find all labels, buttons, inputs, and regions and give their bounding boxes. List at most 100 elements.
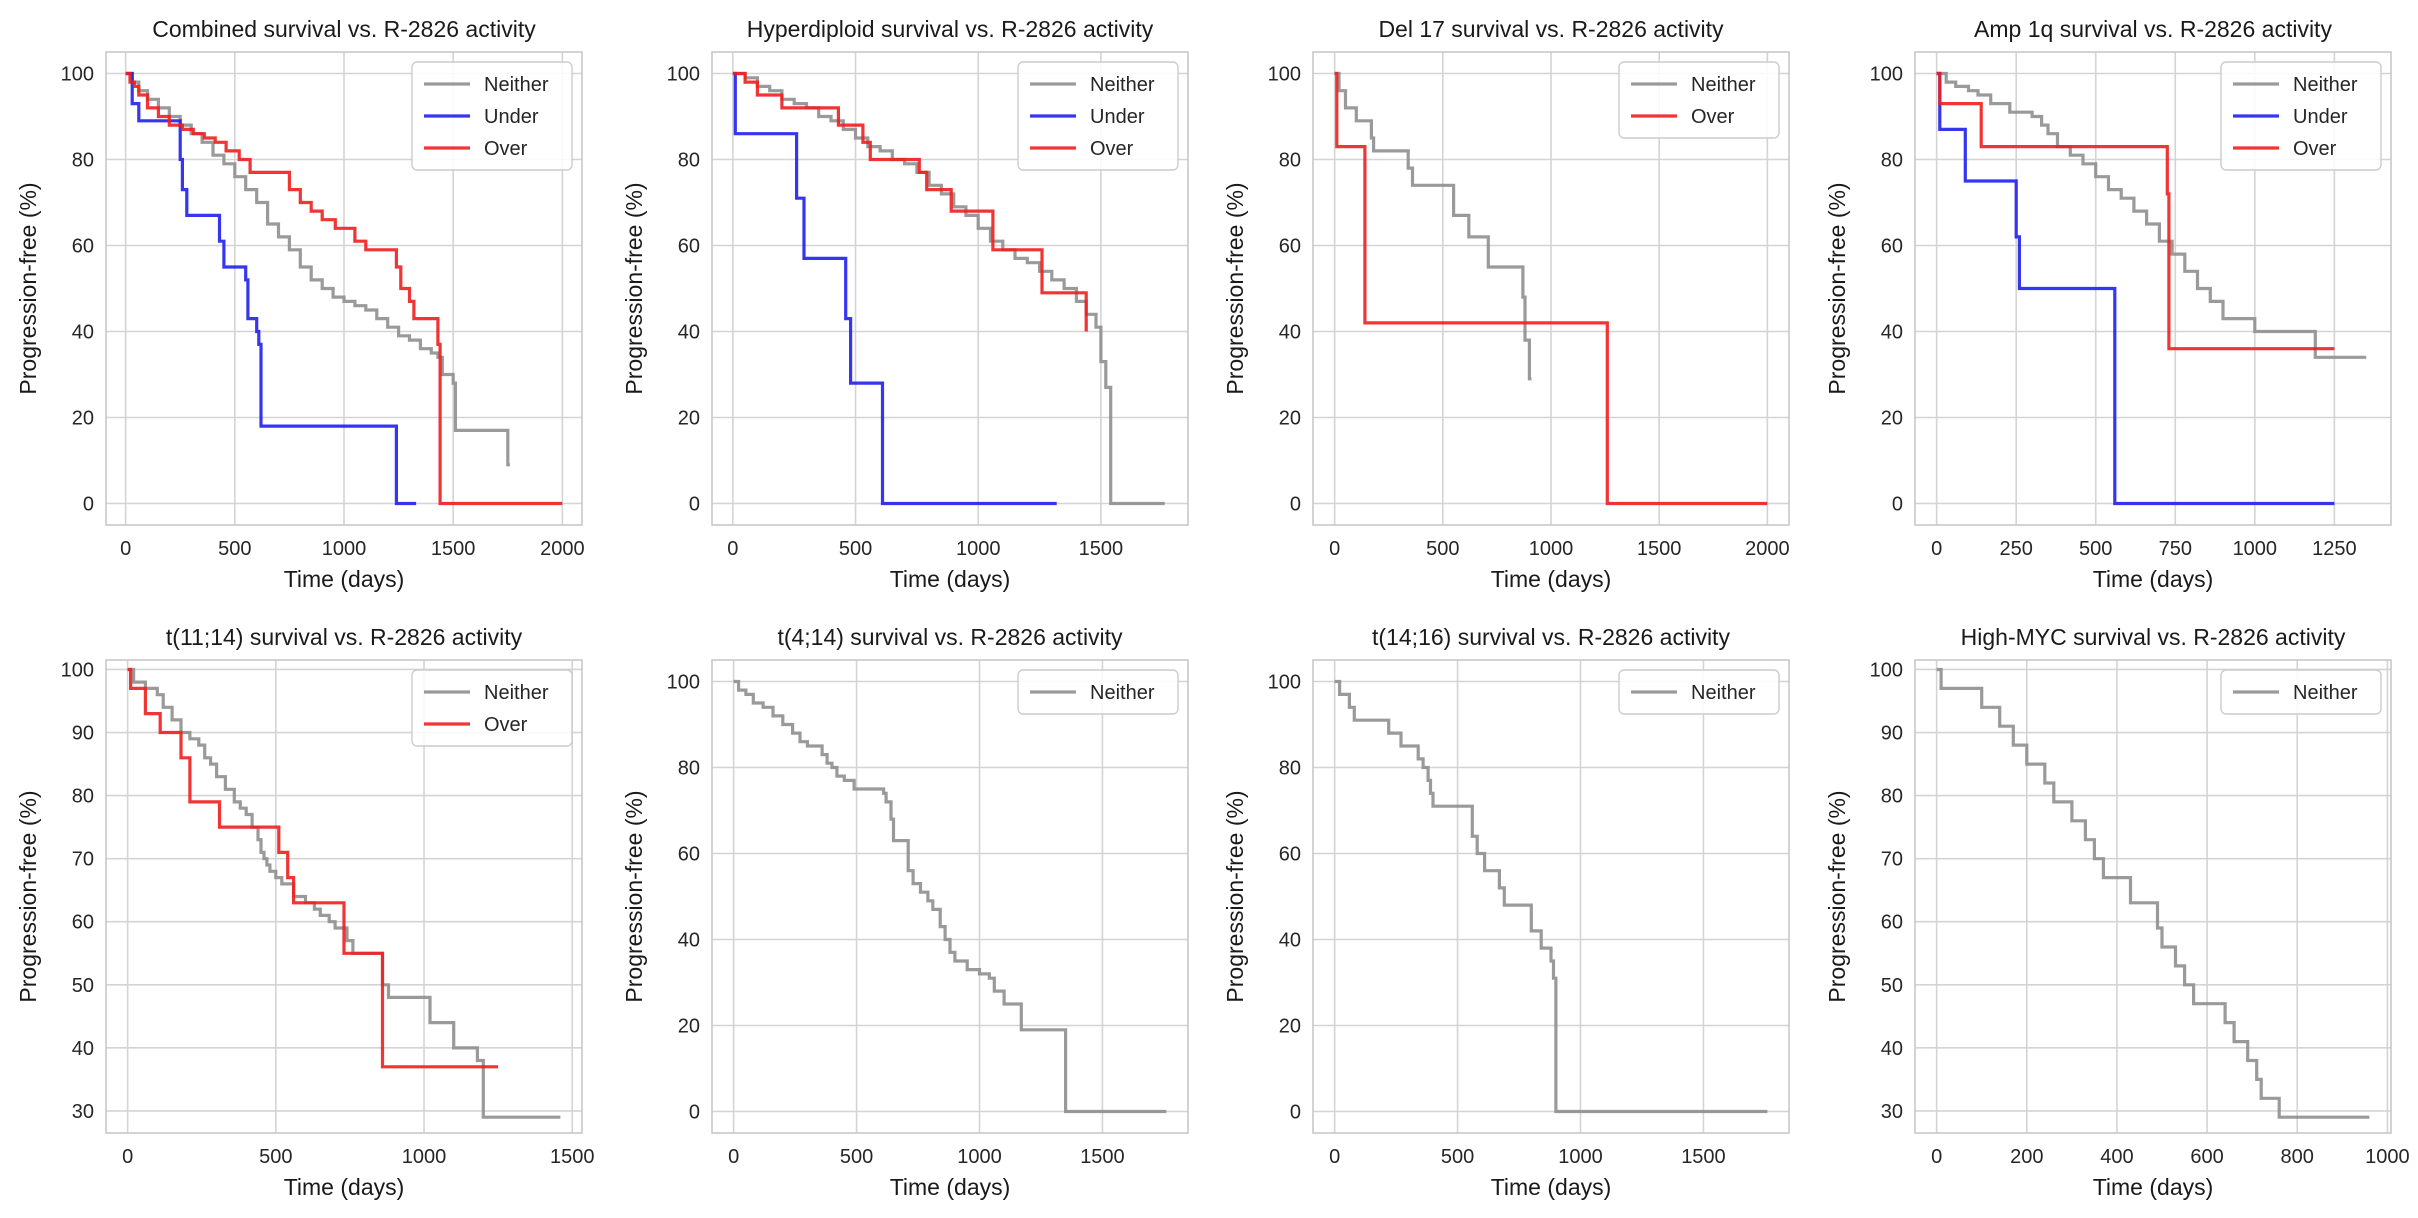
y-tick-label: 20 (678, 408, 700, 430)
subplot-6: 0 500 1000 1500 0 20 40 60 80 100 t(4;14) survival… (621, 624, 1189, 1200)
x-tick-label: 0 (1329, 538, 1340, 560)
x-tick-label: 1500 (1681, 1146, 1726, 1168)
y-tick-label: 60 (1881, 912, 1903, 934)
legend-label-under: Under (1090, 106, 1145, 128)
y-tick-label: 0 (83, 494, 94, 516)
x-tick-label: 0 (1931, 1146, 1942, 1168)
subplot-5: 0 500 1000 1500 30 40 50 60 70 80 90 100 t(11;14) su… (15, 624, 594, 1200)
legend: Neither (1618, 669, 1780, 715)
legend: Neither (2220, 669, 2382, 715)
x-tick-label: 1000 (322, 538, 367, 560)
series-neither-line (733, 679, 1167, 1114)
x-tick-label: 2000 (1745, 538, 1790, 560)
axes-frame (711, 51, 1189, 526)
y-tick-label: 80 (1881, 150, 1903, 172)
legend-label-over: Over (2293, 138, 2337, 160)
legend: Neither Under Over (1017, 61, 1179, 171)
legend-label-neither: Neither (1090, 682, 1155, 704)
x-tick-label: 0 (120, 538, 131, 560)
y-tick-label: 60 (1279, 236, 1301, 258)
chart-title: Del 17 survival vs. R-2826 activity (1378, 16, 1724, 42)
legend-label-neither: Neither (1691, 74, 1756, 96)
y-tick-label: 40 (72, 322, 94, 344)
y-tick-label: 100 (61, 659, 94, 681)
y-tick-label: 40 (1881, 322, 1903, 344)
y-tick-label: 80 (678, 150, 700, 172)
series-over-line (732, 71, 1088, 332)
y-tick-label: 100 (1268, 672, 1301, 694)
x-tick-label: 250 (1999, 538, 2032, 560)
y-tick-label: 80 (72, 786, 94, 808)
x-tick-label: 0 (1931, 538, 1942, 560)
legend-label-neither: Neither (2293, 682, 2358, 704)
y-tick-label: 40 (72, 1038, 94, 1060)
x-tick-label: 1500 (1637, 538, 1682, 560)
y-tick-label: 80 (1881, 786, 1903, 808)
subplot-4: 0 250 500 750 1000 1250 0 20 40 60 80 100 Amp 1q sur… (1824, 16, 2392, 592)
chart-title: Hyperdiploid survival vs. R-2826 activit… (747, 16, 1154, 42)
y-tick-label: 20 (1279, 408, 1301, 430)
series-over-line (1936, 71, 2335, 351)
y-tick-label: 40 (678, 930, 700, 952)
series-over-line (1334, 71, 1768, 506)
y-tick-label: 0 (689, 494, 700, 516)
y-axis-label: Progression-free (%) (621, 790, 647, 1002)
x-tick-label: 0 (727, 538, 738, 560)
x-tick-label: 500 (259, 1146, 292, 1168)
legend-box (411, 669, 573, 747)
y-tick-label: 20 (1279, 1016, 1301, 1038)
legend: Neither Over (1618, 61, 1780, 139)
legend-label-neither: Neither (484, 682, 549, 704)
x-tick-label: 1000 (2365, 1146, 2410, 1168)
legend: Neither Under Over (2220, 61, 2382, 171)
y-axis-label: Progression-free (%) (621, 182, 647, 394)
x-tick-label: 500 (839, 538, 872, 560)
axes-frame (105, 659, 583, 1134)
x-tick-label: 600 (2190, 1146, 2223, 1168)
chart-title: t(14;16) survival vs. R-2826 activity (1372, 624, 1730, 650)
x-tick-label: 0 (122, 1146, 133, 1168)
legend-box (411, 61, 573, 171)
x-tick-label: 1000 (956, 538, 1001, 560)
chart-title: t(11;14) survival vs. R-2826 activity (166, 624, 523, 650)
y-axis-label: Progression-free (%) (1824, 790, 1850, 1002)
x-axis-label: Time (days) (284, 1174, 405, 1200)
subplot-3: 0 500 1000 1500 2000 0 20 40 60 80 100 Del 17 survi… (1222, 16, 1790, 592)
x-tick-label: 1500 (550, 1146, 595, 1168)
legend-label-over: Over (484, 138, 528, 160)
legend-label-neither: Neither (1090, 74, 1155, 96)
y-tick-label: 100 (667, 64, 700, 86)
chart-title: High-MYC survival vs. R-2826 activity (1961, 624, 2346, 650)
y-tick-label: 80 (1279, 758, 1301, 780)
series-over-line (127, 667, 499, 1069)
x-tick-label: 1000 (1558, 1146, 1603, 1168)
subplot-2: 0 500 1000 1500 0 20 40 60 80 100 Hyperdiploid sur… (621, 16, 1189, 592)
y-axis-label: Progression-free (%) (1222, 182, 1248, 394)
x-tick-label: 1500 (431, 538, 476, 560)
y-tick-label: 90 (72, 723, 94, 745)
subplot-8: 0 200 400 600 800 1000 30 40 50 60 70 80 90 100 High-M… (1824, 624, 2410, 1200)
axes-frame (1312, 51, 1790, 526)
legend-label-under: Under (484, 106, 539, 128)
x-axis-label: Time (days) (890, 1174, 1011, 1200)
y-tick-label: 60 (678, 236, 700, 258)
legend-label-neither: Neither (2293, 74, 2358, 96)
chart-title: Combined survival vs. R-2826 activity (152, 16, 536, 42)
series-under-line (1936, 71, 2335, 506)
x-tick-label: 800 (2281, 1146, 2314, 1168)
chart-title: Amp 1q survival vs. R-2826 activity (1974, 16, 2332, 42)
x-axis-label: Time (days) (890, 566, 1011, 592)
series-under-line (125, 71, 417, 506)
axes-frame (1312, 659, 1790, 1134)
x-tick-label: 1000 (1529, 538, 1574, 560)
y-axis-label: Progression-free (%) (1222, 790, 1248, 1002)
y-tick-label: 60 (1279, 844, 1301, 866)
x-tick-label: 200 (2010, 1146, 2043, 1168)
x-tick-label: 1500 (1080, 1146, 1125, 1168)
x-tick-label: 500 (1441, 1146, 1474, 1168)
y-tick-label: 80 (72, 150, 94, 172)
y-tick-label: 50 (72, 975, 94, 997)
legend-box (1017, 669, 1179, 715)
legend-label-under: Under (2293, 106, 2348, 128)
x-tick-label: 1500 (1079, 538, 1124, 560)
